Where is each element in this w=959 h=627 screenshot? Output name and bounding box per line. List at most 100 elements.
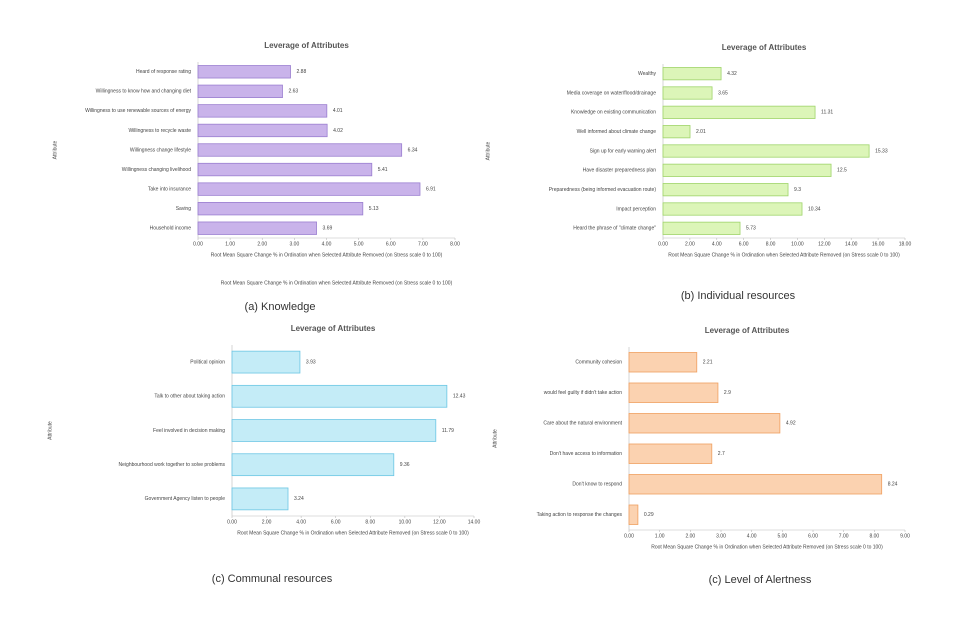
bar <box>231 487 289 511</box>
value-label: 3.65 <box>718 90 728 96</box>
x-tick-label: 3.00 <box>716 533 726 539</box>
value-label: 4.32 <box>727 71 737 77</box>
x-tick-label: 1.00 <box>655 533 665 539</box>
x-tick-label: 8.00 <box>766 241 776 247</box>
value-label: 2.88 <box>297 69 307 75</box>
x-tick-label: 6.00 <box>739 241 749 247</box>
value-label: 5.41 <box>378 167 388 173</box>
bar <box>628 474 883 495</box>
y-tick-label: Preparedness (being informed evacuation … <box>549 187 657 193</box>
bar <box>628 413 781 434</box>
x-tick-label: 6.00 <box>808 533 818 539</box>
y-tick-label: Government Agency listen to people <box>145 496 226 502</box>
value-label: 0.29 <box>644 512 654 518</box>
x-tick-label: 16.00 <box>872 241 885 247</box>
chart-title: Leverage of Attributes <box>705 326 790 335</box>
x-tick-label: 2.00 <box>257 241 267 247</box>
x-tick-label: 2.00 <box>262 519 272 525</box>
x-tick-label: 10.00 <box>399 519 412 525</box>
x-axis-label: Root Mean Square Change % in Ordination … <box>651 544 883 550</box>
value-label: 5.73 <box>746 226 756 232</box>
value-label: 12.5 <box>837 168 847 174</box>
x-tick-label: 5.00 <box>777 533 787 539</box>
y-tick-label: Feel involved in decision making <box>153 428 225 434</box>
value-label: 6.91 <box>426 186 436 192</box>
bar <box>662 221 741 235</box>
caption: (b) Individual resources <box>681 290 796 302</box>
y-tick-label: Don't have access to information <box>550 451 623 457</box>
bar <box>628 382 719 403</box>
y-axis-label: Attribute <box>485 141 491 160</box>
value-label: 3.24 <box>294 496 304 502</box>
value-label: 11.31 <box>821 110 833 116</box>
bar <box>197 104 328 118</box>
x-tick-label: 4.00 <box>712 241 722 247</box>
bar <box>197 202 364 216</box>
x-tick-label: 3.00 <box>290 241 300 247</box>
x-tick-label: 6.00 <box>331 519 341 525</box>
x-axis-label: Root Mean Square Change % in Ordination … <box>221 280 453 286</box>
bar <box>628 504 639 525</box>
y-tick-label: Household income <box>150 226 192 232</box>
value-label: 4.02 <box>333 128 343 134</box>
y-tick-label: Willingness change lifestyle <box>130 147 191 153</box>
chart-title: Leverage of Attributes <box>291 324 376 333</box>
y-tick-label: Political opinion <box>190 359 225 365</box>
bar <box>662 105 816 119</box>
bar <box>662 86 713 100</box>
value-label: 4.92 <box>786 421 796 427</box>
bar <box>662 163 832 177</box>
x-tick-label: 0.00 <box>624 533 634 539</box>
bar <box>231 384 448 408</box>
bar <box>197 143 403 157</box>
x-tick-label: 18.00 <box>899 241 912 247</box>
x-tick-label: 1.00 <box>225 241 235 247</box>
y-axis-label: Attribute <box>492 429 498 448</box>
bar <box>628 443 713 464</box>
x-tick-label: 7.00 <box>839 533 849 539</box>
bar <box>197 65 291 79</box>
caption: (a) Knowledge <box>245 301 316 313</box>
x-tick-label: 4.00 <box>296 519 306 525</box>
x-tick-label: 0.00 <box>193 241 203 247</box>
y-tick-label: Willingness changing livelihood <box>122 167 191 173</box>
y-tick-label: Willingness to recycle waste <box>128 128 191 134</box>
y-tick-label: Well informed about climate change <box>577 129 657 135</box>
bar <box>662 183 789 197</box>
y-tick-label: Taking action to response the changes <box>537 512 623 518</box>
value-label: 5.13 <box>369 206 379 212</box>
y-tick-label: Heard the phrase of "climate change" <box>573 226 656 232</box>
x-tick-label: 8.00 <box>869 533 879 539</box>
x-tick-label: 2.00 <box>685 533 695 539</box>
bar <box>662 67 722 81</box>
x-tick-label: 0.00 <box>658 241 668 247</box>
bar <box>197 162 373 177</box>
value-label: 12.43 <box>453 394 466 400</box>
value-label: 2.7 <box>718 451 725 457</box>
bar <box>197 84 283 98</box>
x-tick-label: 12.00 <box>433 519 446 525</box>
y-tick-label: Heard of response rating <box>136 69 191 75</box>
y-tick-label: Don't know to respond <box>572 482 622 488</box>
value-label: 9.3 <box>794 187 801 193</box>
value-label: 4.01 <box>333 108 343 114</box>
value-label: 2.9 <box>724 390 731 396</box>
value-label: 2.63 <box>288 89 298 95</box>
y-tick-label: Talk to other about taking action <box>154 394 225 400</box>
y-tick-label: Willingness to know how and changing die… <box>96 89 192 95</box>
value-label: 8.24 <box>888 482 898 488</box>
y-tick-label: Wealthy <box>638 71 656 77</box>
value-label: 6.34 <box>408 147 418 153</box>
y-tick-label: Impact perception <box>616 206 656 212</box>
bar <box>662 125 691 139</box>
bar <box>231 350 301 374</box>
value-label: 3.93 <box>306 359 316 365</box>
bar <box>197 221 317 235</box>
x-tick-label: 14.00 <box>468 519 481 525</box>
y-tick-label: Saving <box>176 206 192 212</box>
caption: (c) Communal resources <box>212 573 333 585</box>
x-tick-label: 10.00 <box>791 241 804 247</box>
y-axis-label: Attribute <box>52 140 58 159</box>
y-tick-label: Sign up for early warning alert <box>590 148 657 154</box>
